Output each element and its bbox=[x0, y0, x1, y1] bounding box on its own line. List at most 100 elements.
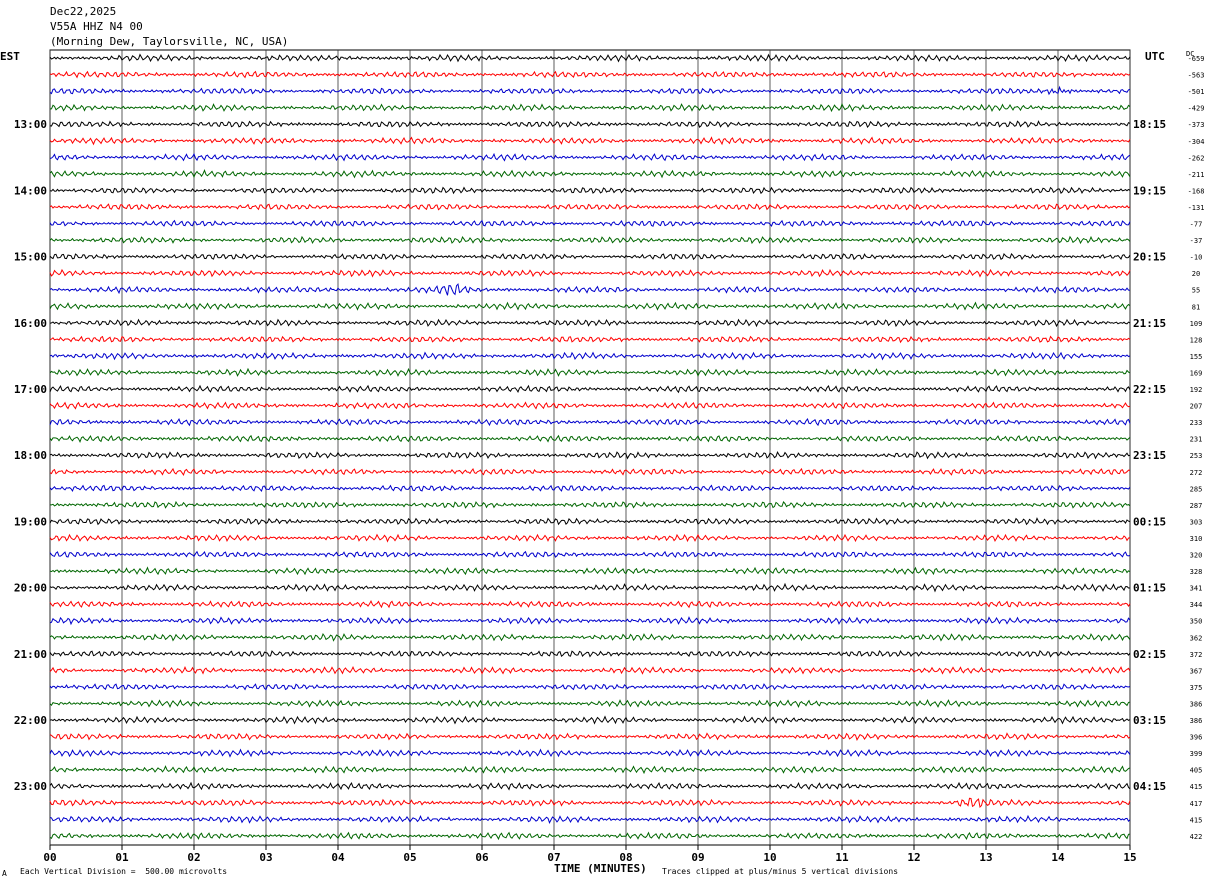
scale-note: Each Vertical Division = 500.00 microvol… bbox=[20, 867, 228, 876]
dc-offset-label: 375 bbox=[1190, 684, 1203, 692]
est-hour-label: 17:00 bbox=[14, 383, 47, 396]
est-hour-label: 21:00 bbox=[14, 648, 47, 661]
seismic-trace bbox=[49, 732, 1131, 742]
utc-hour-label: 23:15 bbox=[1133, 449, 1166, 462]
x-axis-title: TIME (MINUTES) bbox=[554, 862, 647, 875]
seismic-trace bbox=[49, 283, 1131, 296]
seismic-trace bbox=[49, 351, 1131, 361]
utc-hour-label: 18:15 bbox=[1133, 118, 1166, 131]
x-tick-label: 04 bbox=[331, 851, 345, 864]
x-tick-label: 06 bbox=[475, 851, 489, 864]
dc-offset-label: 415 bbox=[1190, 816, 1203, 824]
seismic-trace bbox=[49, 632, 1131, 642]
dc-offset-label: 233 bbox=[1190, 419, 1203, 427]
seismic-trace bbox=[49, 268, 1131, 278]
utc-hour-label: 22:15 bbox=[1133, 383, 1166, 396]
dc-offset-label: -659 bbox=[1188, 55, 1205, 63]
utc-hour-label: 02:15 bbox=[1133, 648, 1166, 661]
seismic-trace bbox=[49, 102, 1131, 113]
x-tick-label: 03 bbox=[259, 851, 272, 864]
seismic-trace bbox=[49, 683, 1131, 691]
dc-offset-label: 417 bbox=[1190, 800, 1203, 808]
dc-offset-label: -10 bbox=[1190, 254, 1203, 262]
dc-offset-label: 362 bbox=[1190, 634, 1203, 642]
seismic-trace bbox=[49, 582, 1130, 593]
dc-offset-label: -501 bbox=[1188, 88, 1205, 96]
utc-hour-label: 00:15 bbox=[1133, 515, 1166, 528]
seismic-trace bbox=[49, 797, 1131, 809]
x-tick-label: 14 bbox=[1051, 851, 1065, 864]
x-tick-label: 11 bbox=[835, 851, 849, 864]
utc-hour-label: 21:15 bbox=[1133, 317, 1166, 330]
seismic-trace bbox=[49, 831, 1131, 841]
seismic-trace bbox=[49, 599, 1131, 609]
dc-offset-label: 155 bbox=[1190, 353, 1203, 361]
utc-hour-label: 04:15 bbox=[1133, 780, 1166, 793]
plot-date: Dec22,2025 bbox=[50, 5, 117, 18]
dc-offset-label: 303 bbox=[1190, 518, 1203, 526]
seismic-trace bbox=[49, 434, 1131, 444]
est-axis-label: EST bbox=[0, 50, 20, 63]
dc-offset-label: -168 bbox=[1188, 187, 1205, 195]
est-hour-label: 16:00 bbox=[14, 317, 47, 330]
dc-offset-label: 285 bbox=[1190, 485, 1203, 493]
seismic-trace bbox=[49, 484, 1131, 492]
est-hour-label: 15:00 bbox=[14, 251, 47, 264]
x-tick-label: 15 bbox=[1123, 851, 1136, 864]
seismic-trace bbox=[49, 533, 1131, 543]
seismic-trace bbox=[49, 451, 1131, 460]
dc-offset-label: 399 bbox=[1190, 750, 1203, 758]
seismic-trace bbox=[49, 814, 1131, 824]
dc-offset-label: 396 bbox=[1190, 734, 1203, 742]
x-tick-label: 02 bbox=[187, 851, 200, 864]
dc-offset-label: 81 bbox=[1192, 303, 1200, 311]
dc-offset-label: -262 bbox=[1188, 154, 1205, 162]
seismic-trace bbox=[49, 301, 1131, 311]
dc-offset-label: 386 bbox=[1190, 700, 1203, 708]
dc-offset-label: 169 bbox=[1190, 369, 1203, 377]
dc-offset-label: 405 bbox=[1190, 767, 1203, 775]
utc-hour-label: 03:15 bbox=[1133, 714, 1166, 727]
station-location: (Morning Dew, Taylorsville, NC, USA) bbox=[50, 35, 289, 48]
dc-offset-label: 128 bbox=[1190, 336, 1203, 344]
utc-hour-label: 19:15 bbox=[1133, 184, 1166, 197]
x-tick-label: 00 bbox=[43, 851, 56, 864]
seismic-trace bbox=[50, 500, 1131, 509]
dc-offset-label: 231 bbox=[1190, 436, 1203, 444]
x-tick-label: 05 bbox=[403, 851, 416, 864]
dc-offset-label: -211 bbox=[1188, 171, 1205, 179]
dc-offset-label: 253 bbox=[1190, 452, 1203, 460]
dc-offset-label: 350 bbox=[1190, 618, 1203, 626]
dc-offset-label: 20 bbox=[1192, 270, 1200, 278]
seismic-trace bbox=[49, 335, 1131, 344]
x-tick-label: 01 bbox=[115, 851, 129, 864]
dc-offset-label: 344 bbox=[1190, 601, 1203, 609]
x-tick-label: 07 bbox=[547, 851, 560, 864]
dc-offset-label: -304 bbox=[1188, 138, 1205, 146]
clip-note: Traces clipped at plus/minus 5 vertical … bbox=[662, 867, 899, 876]
dc-offset-label: -131 bbox=[1188, 204, 1205, 212]
dc-offset-label: 386 bbox=[1190, 717, 1203, 725]
x-tick-label: 13 bbox=[979, 851, 992, 864]
est-hour-label: 19:00 bbox=[14, 515, 47, 528]
dc-offset-label: -429 bbox=[1188, 105, 1205, 113]
seismic-trace bbox=[49, 70, 1131, 79]
utc-hour-label: 01:15 bbox=[1133, 582, 1166, 595]
dc-offset-label: 287 bbox=[1190, 502, 1203, 510]
seismic-trace bbox=[49, 219, 1131, 227]
x-tick-label: 10 bbox=[763, 851, 776, 864]
dc-offset-label: 207 bbox=[1190, 403, 1203, 411]
dc-offset-label: -373 bbox=[1188, 121, 1205, 129]
dc-offset-label: -77 bbox=[1190, 221, 1203, 229]
seismic-trace bbox=[49, 616, 1131, 626]
corner-mark: A bbox=[2, 869, 7, 878]
dc-offset-label: 192 bbox=[1190, 386, 1203, 394]
seismic-trace bbox=[49, 748, 1131, 758]
seismic-trace bbox=[49, 467, 1131, 477]
seismic-trace bbox=[49, 715, 1131, 725]
seismic-trace bbox=[49, 186, 1131, 195]
dc-offset-label: 320 bbox=[1190, 552, 1203, 560]
est-hour-label: 13:00 bbox=[14, 118, 47, 131]
seismic-trace bbox=[49, 318, 1131, 328]
